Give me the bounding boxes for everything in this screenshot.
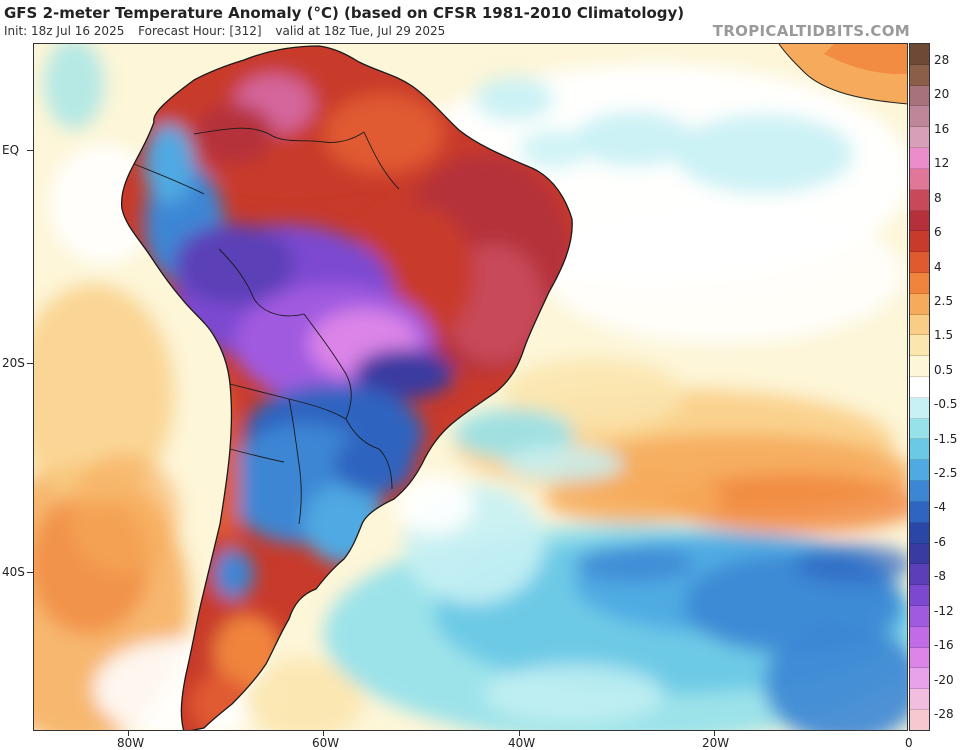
colorbar-segment [910,710,929,730]
colorbar-segment [910,626,929,648]
colorbar-segment [910,189,929,211]
lon-tick [714,731,715,736]
colorbar-label: -2.5 [934,466,958,481]
colorbar-label: -6 [934,534,946,549]
colorbar-segment [910,668,929,690]
colorbar-segment [910,44,929,65]
colorbar-segment [910,148,929,169]
colorbar-label: 28 [934,53,950,67]
run-info: Init: 18z Jul 16 2025 Forecast Hour: [31… [4,24,455,38]
lon-tick [323,731,324,736]
colorbar-segment [910,335,929,357]
colorbar-label: 8 [934,190,942,205]
colorbar-segment [910,85,929,107]
colorbar-label: -28 [934,707,954,721]
lat-label-20s: 20S [2,356,25,370]
lon-label-20w: 20W [702,736,730,750]
colorbar-label: 4 [934,259,942,274]
africa-land [778,44,907,105]
colorbar-label: 1.5 [934,328,954,343]
lon-label-40w: 40W [508,736,536,750]
valid-time: valid at 18z Tue, Jul 29 2025 [275,24,446,38]
colorbar-segment [910,356,929,377]
colorbar-segment [910,168,929,190]
colorbar-segment [910,314,929,336]
colorbar-label: 0.5 [934,362,954,377]
lat-tick [27,572,33,573]
lat-tick [27,363,33,364]
country-borders [133,127,400,525]
colorbar-segment [910,252,929,273]
colorbar-segment [910,106,929,128]
colorbar-label: 12 [934,156,950,171]
colorbar-label: -12 [934,603,954,618]
lon-label-80w: 80W [117,736,145,750]
colorbar-segment [910,272,929,294]
colorbar-segment [910,210,929,232]
colorbar-segment [910,293,929,315]
colorbar-segment [910,460,929,482]
chart-title: GFS 2-meter Temperature Anomaly (°C) (ba… [4,4,685,22]
brand-watermark: TROPICALTIDBITS.COM [712,22,910,40]
colorbar-segment [910,231,929,253]
lon-tick [519,731,520,736]
lat-tick [27,150,33,151]
anomaly-map [33,43,908,731]
colorbar-segment [910,564,929,586]
lat-label-eq: EQ [2,143,20,157]
colorbar-segment [910,543,929,565]
colorbar-segment [910,605,929,627]
colorbar-segment [910,522,929,544]
colorbar-label: 20 [934,87,950,102]
colorbar-segment [910,689,929,710]
colorbar-segment [910,585,929,606]
colorbar-label: 2.5 [934,293,954,308]
colorbar-segment [910,127,929,149]
colorbar [909,43,930,731]
colorbar-label: -16 [934,638,954,653]
colorbar-label: -4 [934,500,946,515]
lon-tick [128,731,129,736]
lon-label-0: 0 [905,736,913,750]
lat-label-40s: 40S [2,565,25,579]
colorbar-segment [910,647,929,669]
colorbar-segment [910,501,929,523]
colorbar-segment [910,418,929,440]
lon-label-60w: 60W [312,736,340,750]
colorbar-label: -1.5 [934,431,958,446]
init-time: Init: 18z Jul 16 2025 [4,24,125,38]
colorbar-segment [910,481,929,502]
colorbar-labels: 28 20 16 12 8 6 4 2.5 1.5 0.5 -0.5 -1.5 -2.5 -4 -6 -8 -1… [934,43,960,731]
colorbar-label: -8 [934,569,946,584]
colorbar-label: 6 [934,225,942,240]
colorbar-label: -0.5 [934,397,958,412]
colorbar-segment [910,64,929,86]
colorbar-segment [910,397,929,419]
colorbar-label: -20 [934,672,954,687]
colorbar-label: 16 [934,121,950,136]
colorbar-segment [910,439,929,461]
forecast-hour: Forecast Hour: [312] [138,24,262,38]
colorbar-segment [910,377,929,398]
